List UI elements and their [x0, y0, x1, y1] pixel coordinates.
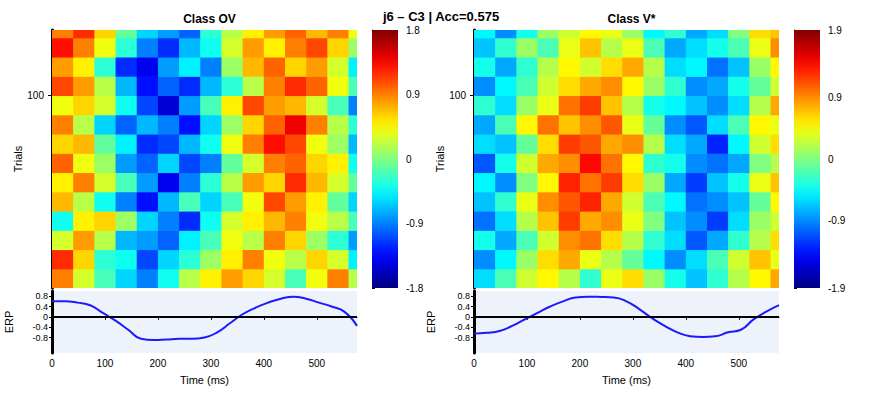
- svg-text:-0.4: -0.4: [454, 322, 470, 332]
- svg-text:-1.9: -1.9: [828, 283, 846, 294]
- svg-text:-0.9: -0.9: [406, 218, 424, 229]
- svg-text:0: 0: [471, 358, 477, 369]
- svg-text:0.8: 0.8: [35, 291, 48, 301]
- svg-text:-0.8: -0.8: [454, 333, 470, 343]
- svg-text:0.9: 0.9: [828, 92, 842, 103]
- svg-text:100: 100: [519, 358, 536, 369]
- svg-text:100: 100: [449, 90, 466, 101]
- svg-text:0: 0: [406, 154, 412, 165]
- svg-text:ERP: ERP: [3, 311, 15, 334]
- svg-text:0: 0: [828, 154, 834, 165]
- svg-text:-1.8: -1.8: [406, 283, 424, 294]
- svg-text:300: 300: [203, 358, 220, 369]
- svg-text:300: 300: [625, 358, 642, 369]
- svg-text:400: 400: [677, 358, 694, 369]
- svg-text:Trials: Trials: [12, 145, 24, 172]
- svg-text:0.4: 0.4: [457, 302, 470, 312]
- svg-text:0: 0: [465, 312, 470, 322]
- svg-text:400: 400: [255, 358, 272, 369]
- svg-text:200: 200: [572, 358, 589, 369]
- svg-text:0.9: 0.9: [406, 89, 420, 100]
- svg-text:Class OV: Class OV: [183, 12, 236, 26]
- svg-text:1.8: 1.8: [406, 25, 420, 36]
- svg-text:Trials: Trials: [434, 145, 446, 172]
- svg-text:0.8: 0.8: [457, 291, 470, 301]
- svg-text:1.9: 1.9: [828, 25, 842, 36]
- svg-text:-0.8: -0.8: [32, 333, 48, 343]
- svg-text:500: 500: [730, 358, 747, 369]
- svg-text:-0.4: -0.4: [32, 322, 48, 332]
- svg-text:-0.9: -0.9: [828, 215, 846, 226]
- svg-text:0: 0: [43, 312, 48, 322]
- svg-text:100: 100: [27, 90, 44, 101]
- svg-text:Class V*: Class V*: [607, 12, 655, 26]
- svg-text:200: 200: [150, 358, 167, 369]
- svg-text:500: 500: [308, 358, 325, 369]
- svg-text:Time (ms): Time (ms): [180, 374, 229, 386]
- svg-text:100: 100: [97, 358, 114, 369]
- svg-text:ERP: ERP: [425, 311, 437, 334]
- svg-text:0: 0: [49, 358, 55, 369]
- svg-text:j6 – C3 | Acc=0.575: j6 – C3 | Acc=0.575: [382, 9, 499, 24]
- svg-text:0.4: 0.4: [35, 302, 48, 312]
- svg-text:Time (ms): Time (ms): [602, 374, 651, 386]
